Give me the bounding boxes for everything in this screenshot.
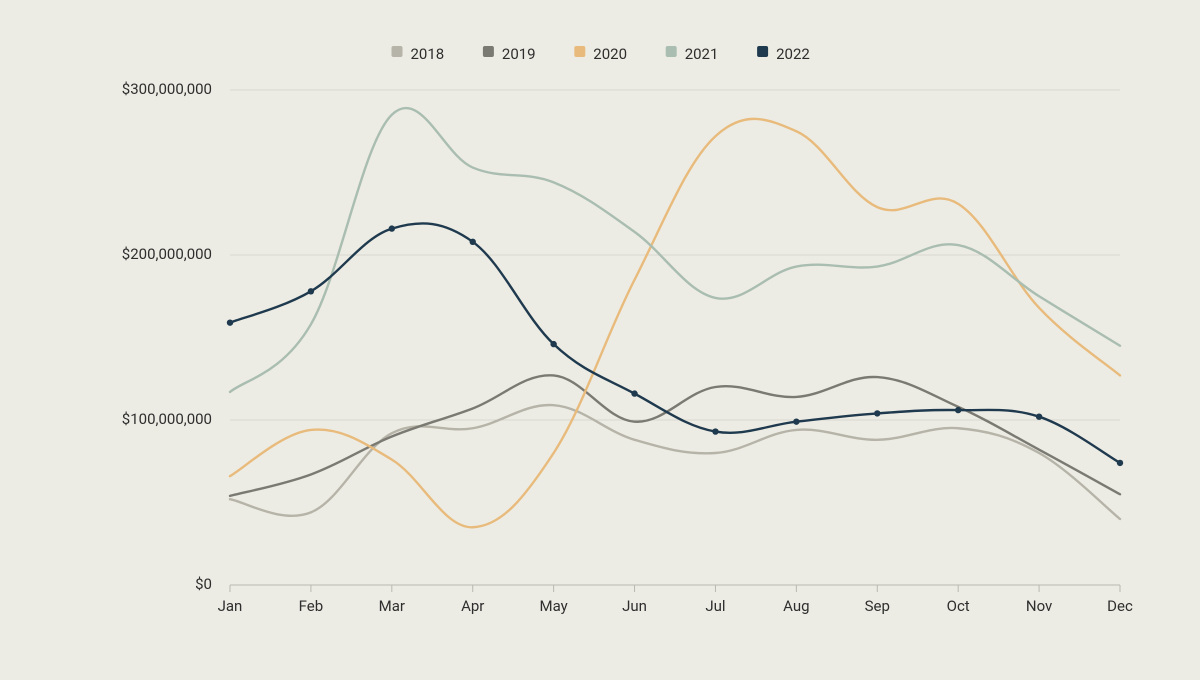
x-axis-label: Feb <box>299 597 324 615</box>
series-marker-2022 <box>955 407 961 413</box>
series-marker-2022 <box>874 410 880 416</box>
x-axis-label: Nov <box>1026 597 1052 615</box>
series-marker-2022 <box>389 225 395 231</box>
series-line-2022 <box>230 223 1120 463</box>
monthly-line-chart: $0 $100,000,000 $200,000,000 $300,000,000 Ja… <box>0 0 1200 680</box>
legend-label: 2018 <box>411 45 445 63</box>
series-marker-2022 <box>631 390 637 396</box>
y-axis-label: $300,000,000 <box>122 80 212 98</box>
y-axis-label: $0 <box>195 575 212 593</box>
y-axis-label: $100,000,000 <box>122 410 212 428</box>
legend-swatch <box>483 46 494 57</box>
x-axis-label: Jan <box>218 597 243 615</box>
legend-item-2021[interactable]: 2021 <box>666 45 719 63</box>
series-marker-2022 <box>308 288 314 294</box>
legend-label: 2021 <box>685 45 719 63</box>
legend-label: 2022 <box>776 45 810 63</box>
x-axis-label: Jul <box>705 597 725 615</box>
legend-swatch <box>574 46 585 57</box>
series-line-2020 <box>230 119 1120 527</box>
series-marker-2022 <box>1036 414 1042 420</box>
legend-item-2020[interactable]: 2020 <box>574 45 627 63</box>
series-line-2019 <box>230 375 1120 496</box>
legend: 2018 2019 2020 2021 2022 <box>392 45 810 63</box>
legend-swatch <box>666 46 677 57</box>
legend-label: 2019 <box>502 45 536 63</box>
series-marker-2022 <box>712 428 718 434</box>
series-line-2021 <box>230 108 1120 392</box>
legend-item-2019[interactable]: 2019 <box>483 45 536 63</box>
x-axis-label: May <box>540 597 568 615</box>
x-axis-label: Apr <box>461 597 484 615</box>
series-marker-2022 <box>227 319 233 325</box>
x-axis-label: Jun <box>622 597 647 615</box>
legend-item-2022[interactable]: 2022 <box>757 45 810 63</box>
series-marker-2022 <box>550 341 556 347</box>
y-axis-label: $200,000,000 <box>122 245 212 263</box>
series-marker-2022 <box>1117 460 1123 466</box>
legend-label: 2020 <box>593 45 627 63</box>
legend-swatch <box>392 46 403 57</box>
x-axis-label: Aug <box>783 597 809 615</box>
legend-swatch <box>757 46 768 57</box>
x-axis-label: Oct <box>947 597 970 615</box>
x-axis-label: Sep <box>865 597 890 615</box>
x-axis-label: Dec <box>1107 597 1133 615</box>
series-marker-2022 <box>470 239 476 245</box>
series-marker-2022 <box>793 418 799 424</box>
legend-item-2018[interactable]: 2018 <box>392 45 445 63</box>
x-axis-label: Mar <box>379 597 405 615</box>
